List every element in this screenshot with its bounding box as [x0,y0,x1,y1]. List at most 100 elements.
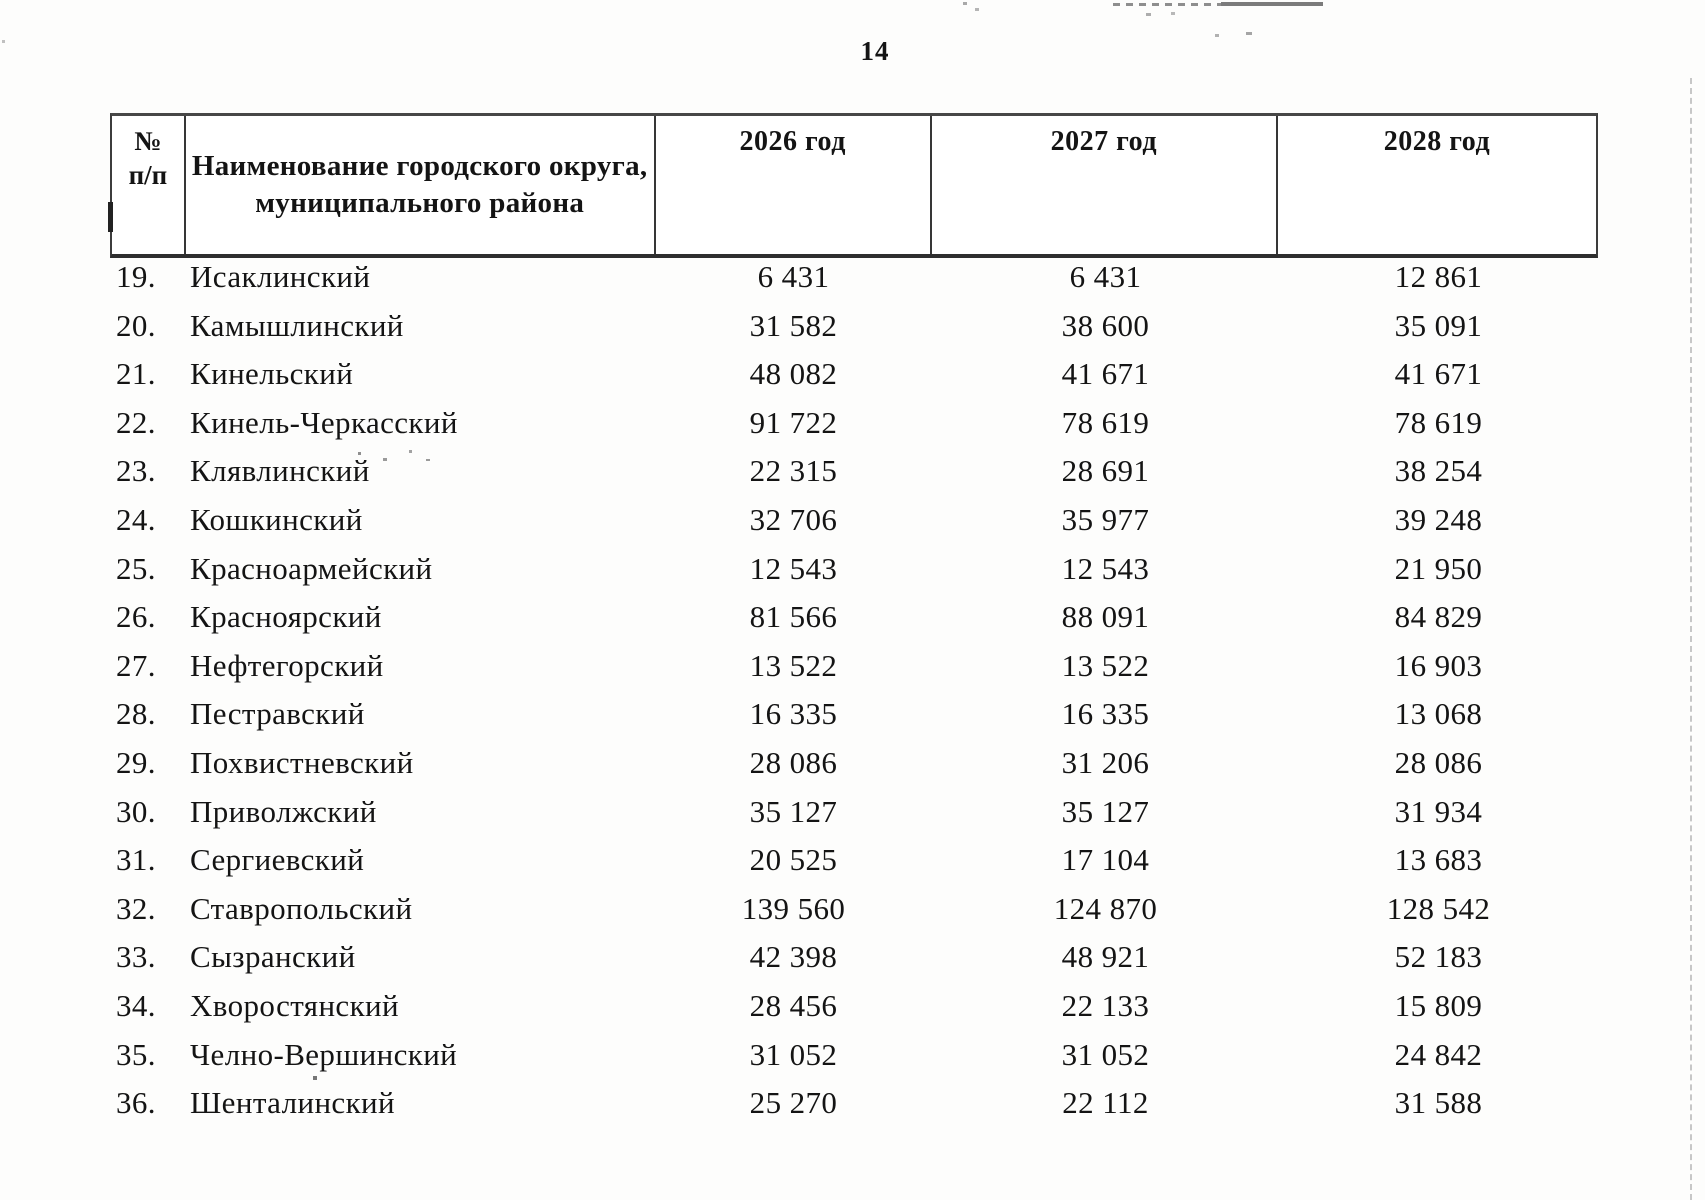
value-2028-cell: 41 671 [1394,356,1483,392]
district-name-cell: Кинель-Черкасский [190,404,458,440]
value-2027-cell: 31 206 [1061,744,1150,780]
table-row: 25. Красноармейский 12 543 12 543 21 950 [0,545,1705,594]
value-2027-cell: 12 543 [1061,550,1150,586]
value-2027-cell: 22 112 [1062,1085,1149,1121]
value-2026-cell: 6 431 [757,259,830,294]
value-2028-cell: 84 829 [1394,599,1483,635]
header-num-line1: № [134,126,162,156]
value-2028-cell: 78 619 [1394,404,1483,440]
scan-artifact-speck [975,8,979,11]
value-2028-cell: 52 183 [1394,939,1483,975]
value-2028-cell: 39 248 [1394,501,1483,537]
header-cell-2026: 2026 год [656,116,932,254]
value-2027-cell: 78 619 [1061,404,1150,440]
value-2028-cell: 35 091 [1394,307,1483,343]
header-cell-2027: 2027 год [932,116,1278,254]
value-2028-cell: 13 683 [1394,842,1483,878]
row-number-cell: 33. [116,939,156,975]
value-2028-cell: 31 934 [1394,793,1483,829]
value-2026-cell: 35 127 [749,793,838,829]
value-2026-cell: 13 522 [749,647,838,683]
value-2027-cell: 48 921 [1061,939,1150,975]
table-body: 19. Исаклинский 6 431 6 431 12 861 20. К… [0,253,1705,1128]
value-2027-cell: 38 600 [1061,307,1150,343]
value-2026-cell: 42 398 [749,939,838,975]
district-name-cell: Приволжский [190,793,377,829]
header-cell-2028: 2028 год [1383,126,1491,157]
district-name-cell: Сызранский [190,939,356,975]
row-number-cell: 32. [116,890,156,926]
row-number-cell: 31. [116,842,156,878]
value-2026-cell: 31 582 [749,307,838,343]
row-number-cell: 28. [116,696,156,732]
table-row: 20. Камышлинский 31 582 38 600 35 091 [0,302,1705,351]
table-row: 36. Шенталинский 25 270 22 112 31 588 [0,1079,1705,1128]
table-row: 19. Исаклинский 6 431 6 431 12 861 [0,253,1705,302]
district-name-cell: Шенталинский [190,1085,396,1121]
row-number-cell: 27. [116,647,156,683]
district-name-cell: Похвистневский [190,744,414,780]
header-cell-district-name: Наименование городского округа, муниципа… [186,116,656,254]
value-2026-cell: 28 086 [749,744,838,780]
header-name-line2: муниципального района [255,187,585,219]
row-number-cell: 25. [116,550,156,586]
row-number-cell: 19. [116,259,156,294]
value-2026-cell: 48 082 [749,356,838,392]
row-number-cell: 36. [116,1085,156,1121]
table-row: 31. Сергиевский 20 525 17 104 13 683 [0,836,1705,885]
value-2027-cell: 16 335 [1061,696,1150,732]
district-name-cell: Красноармейский [190,550,433,586]
value-2026-cell: 31 052 [749,1036,838,1072]
value-2027-cell: 31 052 [1061,1036,1150,1072]
table-row: 24. Кошкинский 32 706 35 977 39 248 [0,496,1705,545]
district-name-cell: Хворостянский [190,987,400,1023]
value-2028-cell: 15 809 [1394,987,1483,1023]
header-name-line1: Наименование городского округа, [191,150,648,182]
district-name-cell: Ставропольский [190,890,413,926]
district-name-cell: Кошкинский [190,501,363,537]
row-number-cell: 23. [116,453,156,489]
table-row: 35. Челно-Вершинский 31 052 31 052 24 84… [0,1031,1705,1080]
scan-artifact-top-line [1221,2,1323,6]
value-2026-cell: 28 456 [749,987,838,1023]
table-row: 34. Хворостянский 28 456 22 133 15 809 [0,982,1705,1031]
row-number-cell: 26. [116,599,156,635]
row-number-cell: 21. [116,356,156,392]
scan-artifact-speck [1246,32,1252,35]
value-2028-cell: 24 842 [1394,1036,1483,1072]
value-2028-cell: 16 903 [1394,647,1483,683]
table-row: 29. Похвистневский 28 086 31 206 28 086 [0,739,1705,788]
district-name-cell: Челно-Вершинский [190,1036,458,1072]
value-2026-cell: 25 270 [749,1085,838,1121]
table-row: 28. Пестравский 16 335 16 335 13 068 [0,690,1705,739]
value-2027-cell: 22 133 [1061,987,1150,1023]
district-name-cell: Красноярский [190,599,382,635]
value-2028-cell: 38 254 [1394,453,1483,489]
value-2027-cell: 13 522 [1061,647,1150,683]
row-number-cell: 20. [116,307,156,343]
value-2027-cell: 41 671 [1061,356,1150,392]
value-2026-cell: 81 566 [749,599,838,635]
header-num-line2: п/п [128,160,168,190]
value-2027-cell: 28 691 [1061,453,1150,489]
table-row: 27. Нефтегорский 13 522 13 522 16 903 [0,642,1705,691]
table-row: 30. Приволжский 35 127 35 127 31 934 [0,788,1705,837]
value-2026-cell: 12 543 [749,550,838,586]
value-2027-cell: 17 104 [1061,842,1150,878]
value-2027-cell: 88 091 [1061,599,1150,635]
header-cell-row-number: № п/п [112,116,186,254]
table-row: 33. Сызранский 42 398 48 921 52 183 [0,933,1705,982]
scan-artifact-speck [2,40,5,43]
district-name-cell: Исаклинский [190,259,371,294]
value-2026-cell: 22 315 [749,453,838,489]
value-2027-cell: 35 127 [1061,793,1150,829]
value-2027-cell: 124 870 [1053,890,1158,926]
row-number-cell: 22. [116,404,156,440]
district-name-cell: Сергиевский [190,842,365,878]
table-row: 23. Клявлинский 22 315 28 691 38 254 [0,447,1705,496]
value-2026-cell: 139 560 [741,890,846,926]
district-name-cell: Камышлинский [190,307,404,343]
value-2026-cell: 20 525 [749,842,838,878]
table-row: 26. Красноярский 81 566 88 091 84 829 [0,593,1705,642]
